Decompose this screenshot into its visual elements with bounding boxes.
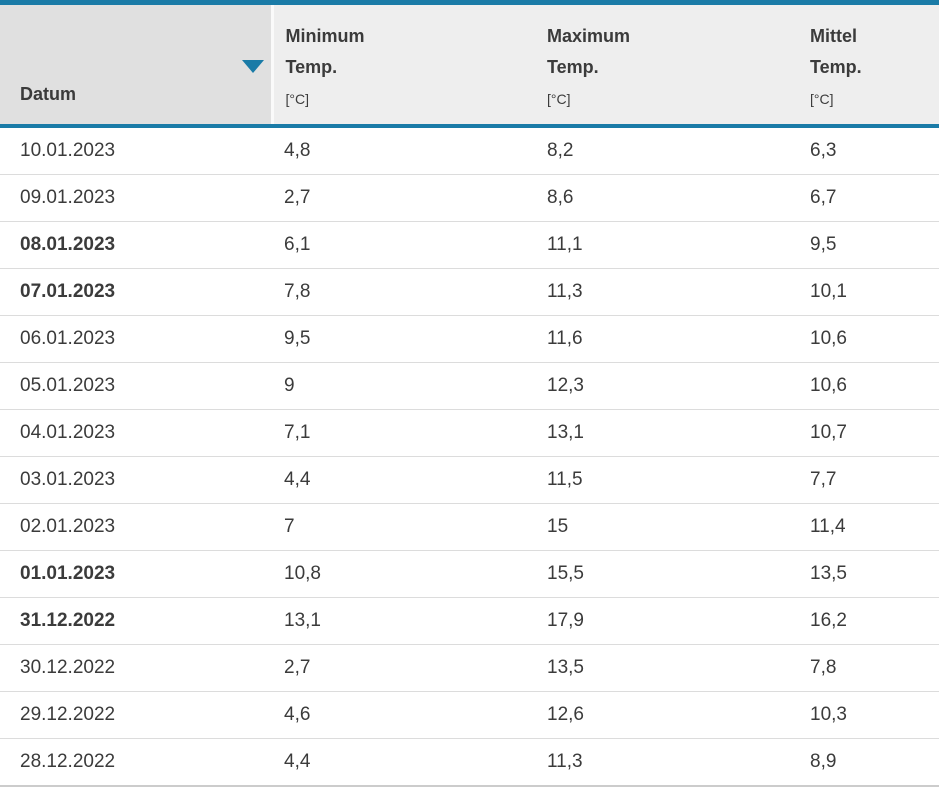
table-row: 30.12.2022 2,7 13,5 7,8	[0, 643, 939, 691]
cell-datum: 02.01.2023	[0, 502, 272, 550]
cell-mittel-temp: 11,4	[798, 502, 939, 550]
cell-minimum-temp: 7,8	[272, 267, 535, 315]
table-body: 10.01.2023 4,8 8,2 6,3 09.01.2023 2,7 8,…	[0, 125, 939, 786]
cell-minimum-temp: 7,1	[272, 408, 535, 456]
cell-maximum-temp: 11,3	[535, 267, 798, 315]
cell-mittel-temp: 16,2	[798, 596, 939, 644]
cell-mittel-temp: 10,6	[798, 361, 939, 409]
table-row: 07.01.2023 7,8 11,3 10,1	[0, 267, 939, 315]
cell-datum: 06.01.2023	[0, 314, 272, 362]
cell-maximum-temp: 11,5	[535, 455, 798, 503]
cell-minimum-temp: 10,8	[272, 549, 535, 597]
table-row: 03.01.2023 4,4 11,5 7,7	[0, 455, 939, 503]
table-row: 02.01.2023 7 15 11,4	[0, 502, 939, 550]
table-row: 08.01.2023 6,1 11,1 9,5	[0, 220, 939, 268]
cell-minimum-temp: 9	[272, 361, 535, 409]
column-header-mittel-temp[interactable]: Mittel Temp. [°C]	[798, 2, 939, 128]
table-row: 09.01.2023 2,7 8,6 6,7	[0, 173, 939, 221]
cell-datum: 05.01.2023	[0, 361, 272, 409]
cell-mittel-temp: 10,7	[798, 408, 939, 456]
cell-minimum-temp: 9,5	[272, 314, 535, 362]
cell-maximum-temp: 17,9	[535, 596, 798, 644]
cell-mittel-temp: 7,8	[798, 643, 939, 691]
column-header-mittel-unit: [°C]	[810, 91, 834, 107]
cell-datum: 01.01.2023	[0, 549, 272, 597]
cell-maximum-temp: 11,3	[535, 737, 798, 786]
cell-datum: 10.01.2023	[0, 125, 272, 174]
cell-maximum-temp: 13,5	[535, 643, 798, 691]
column-header-mittel-line2: Temp.	[810, 57, 862, 77]
table-header: Datum Minimum Temp. [°C] Maximum Temp. […	[0, 2, 939, 128]
cell-datum: 31.12.2022	[0, 596, 272, 644]
cell-datum: 07.01.2023	[0, 267, 272, 315]
cell-maximum-temp: 12,6	[535, 690, 798, 738]
cell-mittel-temp: 8,9	[798, 737, 939, 786]
table-row: 05.01.2023 9 12,3 10,6	[0, 361, 939, 409]
table-row: 31.12.2022 13,1 17,9 16,2	[0, 596, 939, 644]
column-header-datum[interactable]: Datum	[0, 2, 274, 128]
cell-maximum-temp: 11,6	[535, 314, 798, 362]
column-header-minimum-line1: Minimum	[285, 26, 365, 46]
column-header-minimum-line2: Temp.	[285, 57, 338, 77]
cell-mittel-temp: 10,1	[798, 267, 939, 315]
cell-datum: 29.12.2022	[0, 690, 272, 738]
cell-minimum-temp: 6,1	[272, 220, 535, 268]
cell-minimum-temp: 4,6	[272, 690, 535, 738]
cell-maximum-temp: 8,2	[535, 125, 798, 174]
table-row: 06.01.2023 9,5 11,6 10,6	[0, 314, 939, 362]
cell-mittel-temp: 6,3	[798, 125, 939, 174]
cell-minimum-temp: 13,1	[272, 596, 535, 644]
column-header-minimum-temp[interactable]: Minimum Temp. [°C]	[272, 2, 535, 128]
table-row: 04.01.2023 7,1 13,1 10,7	[0, 408, 939, 456]
table-row: 01.01.2023 10,8 15,5 13,5	[0, 549, 939, 597]
cell-mittel-temp: 9,5	[798, 220, 939, 268]
column-header-maximum-unit: [°C]	[547, 91, 571, 107]
cell-datum: 04.01.2023	[0, 408, 272, 456]
table-row: 28.12.2022 4,4 11,3 8,9	[0, 737, 939, 786]
cell-datum: 08.01.2023	[0, 220, 272, 268]
cell-mittel-temp: 7,7	[798, 455, 939, 503]
cell-maximum-temp: 8,6	[535, 173, 798, 221]
cell-maximum-temp: 15,5	[535, 549, 798, 597]
column-header-maximum-line1: Maximum	[547, 26, 631, 46]
cell-maximum-temp: 11,1	[535, 220, 798, 268]
cell-maximum-temp: 15	[535, 502, 798, 550]
cell-mittel-temp: 13,5	[798, 549, 939, 597]
cell-minimum-temp: 4,4	[272, 737, 535, 786]
cell-minimum-temp: 4,8	[272, 125, 535, 174]
column-header-mittel-line1: Mittel	[810, 26, 857, 46]
cell-datum: 09.01.2023	[0, 173, 272, 221]
cell-minimum-temp: 4,4	[272, 455, 535, 503]
cell-minimum-temp: 2,7	[272, 173, 535, 221]
cell-datum: 30.12.2022	[0, 643, 272, 691]
cell-datum: 28.12.2022	[0, 737, 272, 786]
column-header-maximum-temp[interactable]: Maximum Temp. [°C]	[535, 2, 798, 128]
column-header-datum-label: Datum	[20, 83, 77, 104]
column-header-minimum-unit: [°C]	[285, 91, 310, 107]
sort-descending-icon	[241, 60, 264, 73]
column-header-maximum-line2: Temp.	[547, 57, 599, 77]
cell-mittel-temp: 10,6	[798, 314, 939, 362]
cell-maximum-temp: 13,1	[535, 408, 798, 456]
cell-mittel-temp: 10,3	[798, 690, 939, 738]
cell-minimum-temp: 2,7	[272, 643, 535, 691]
cell-minimum-temp: 7	[272, 502, 535, 550]
cell-mittel-temp: 6,7	[798, 173, 939, 221]
cell-maximum-temp: 12,3	[535, 361, 798, 409]
table-row: 10.01.2023 4,8 8,2 6,3	[0, 125, 939, 174]
table-row: 29.12.2022 4,6 12,6 10,3	[0, 690, 939, 738]
cell-datum: 03.01.2023	[0, 455, 272, 503]
